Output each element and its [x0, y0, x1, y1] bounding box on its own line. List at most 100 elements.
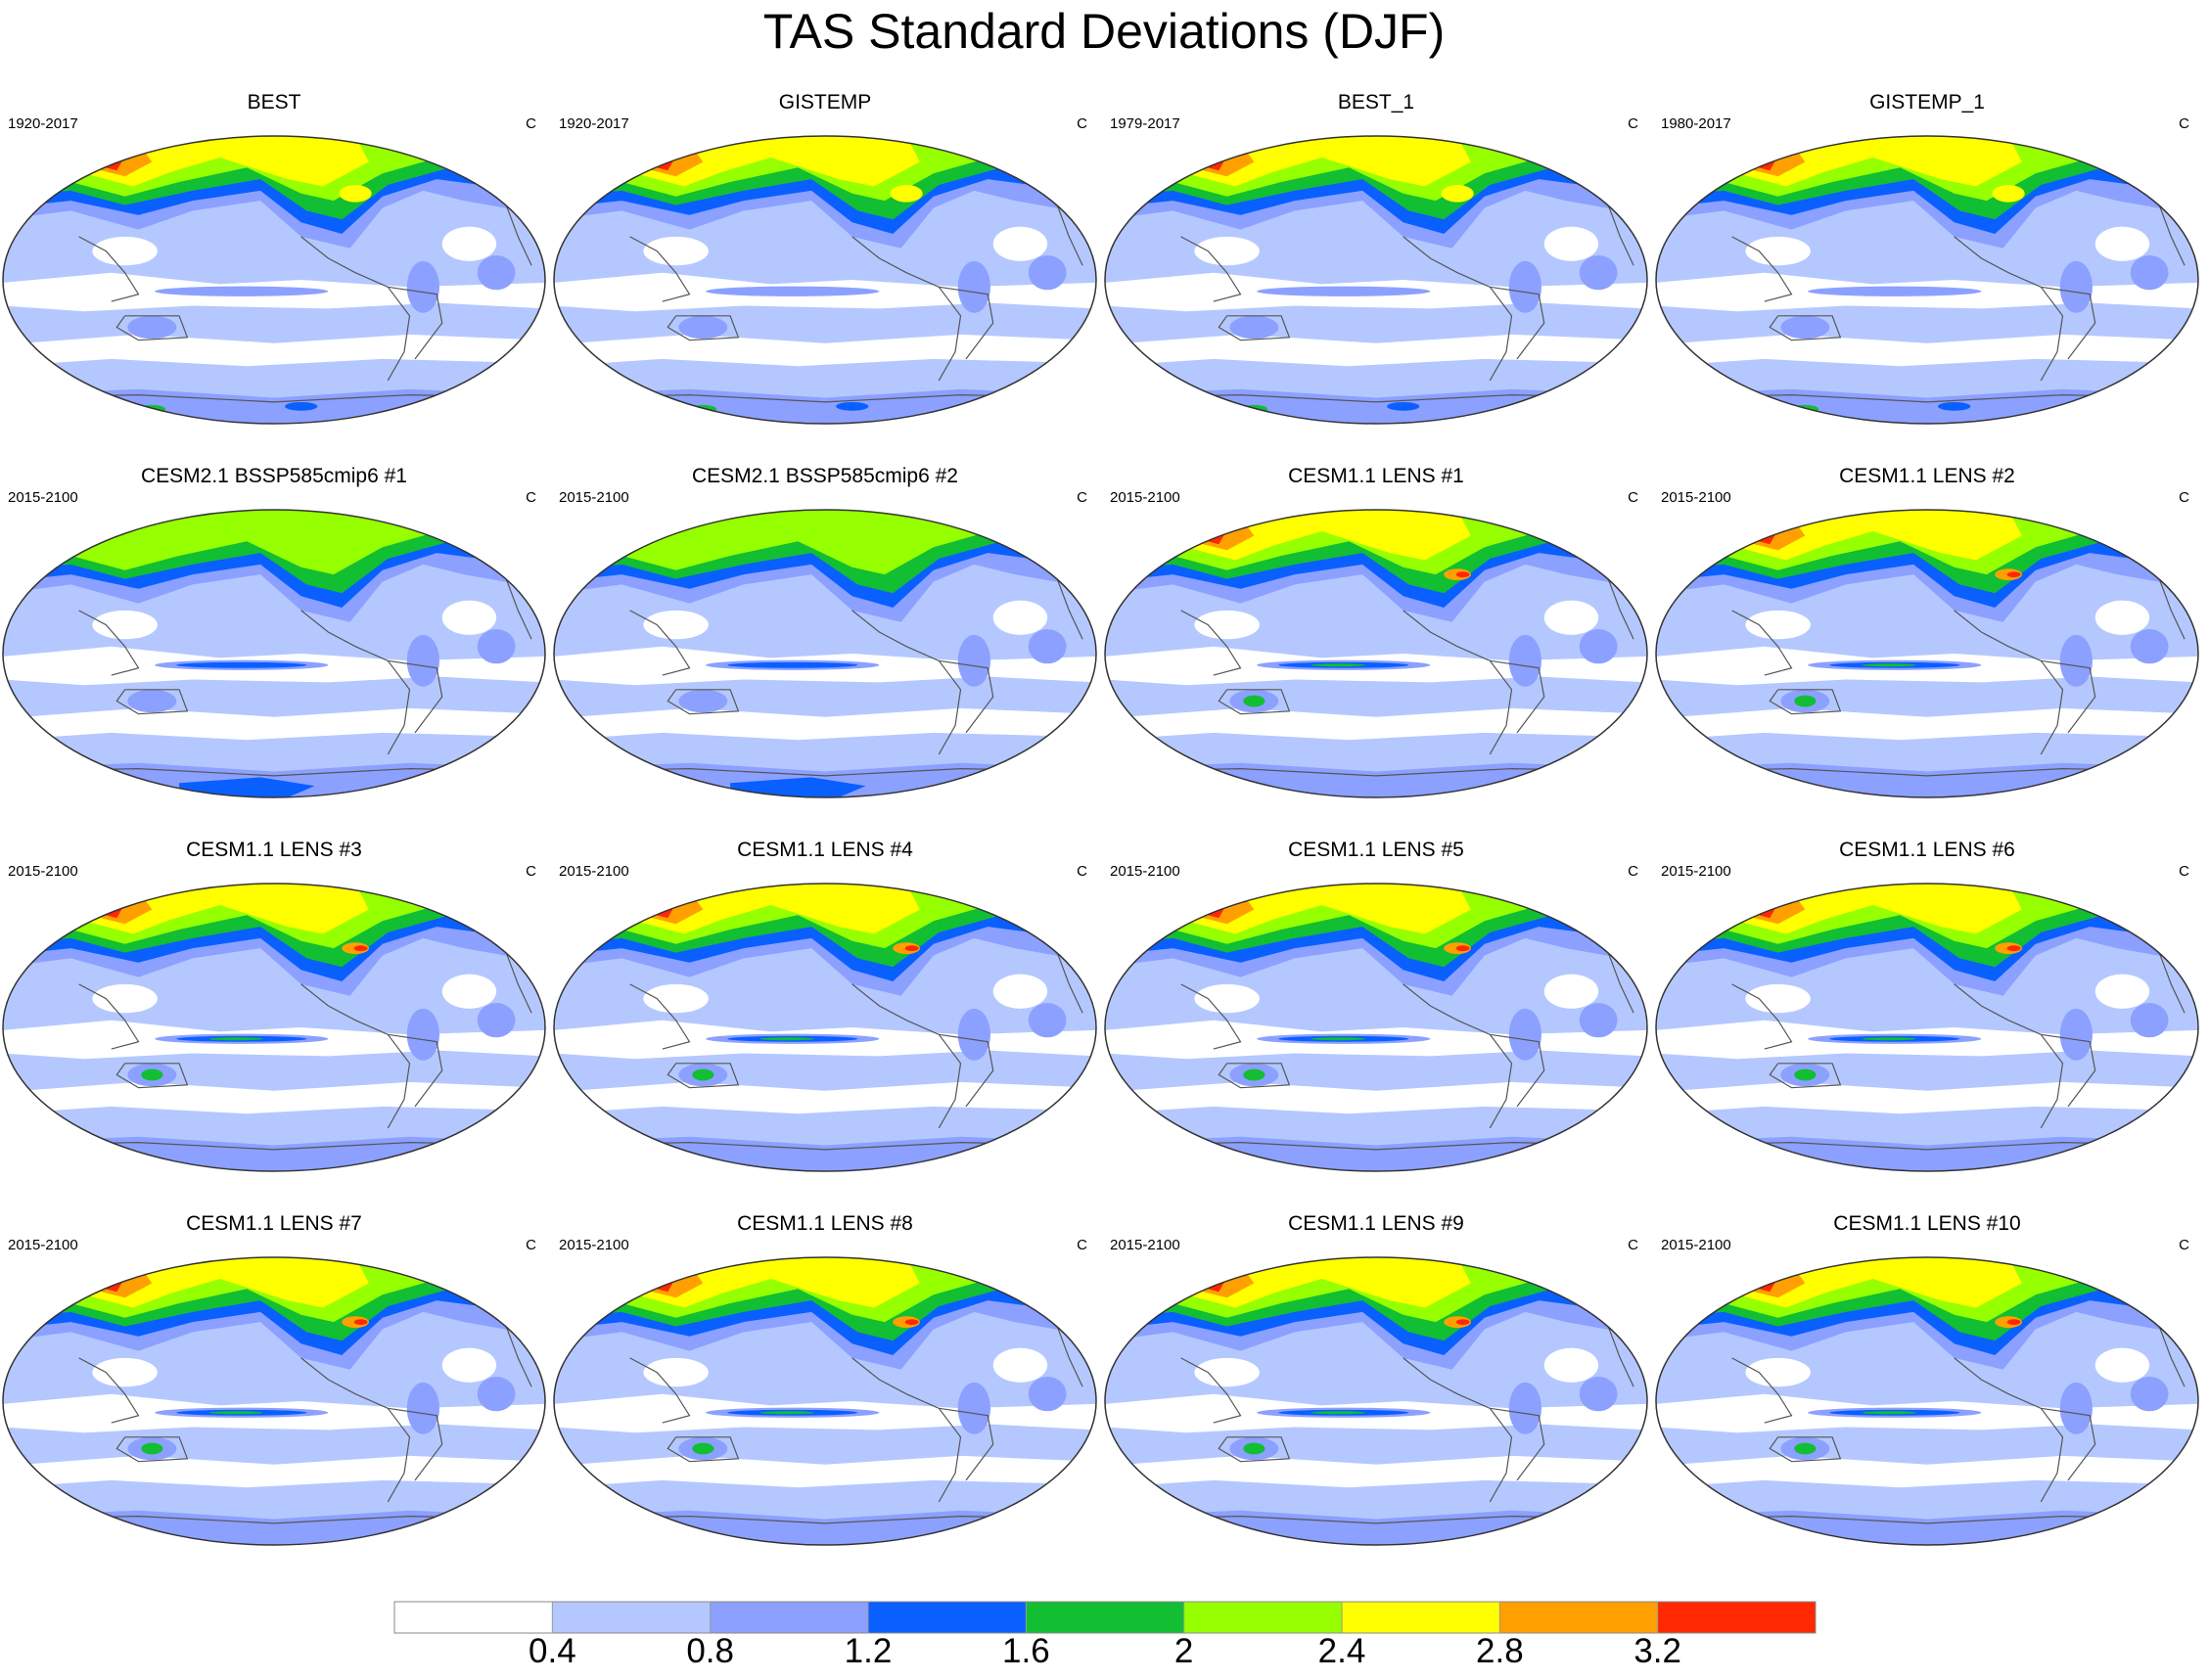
- australia-coastline: [1218, 689, 1291, 715]
- panel-period: 2015-2100: [8, 489, 78, 506]
- south-america-coastline: [1490, 1033, 1545, 1108]
- europe-africa-coastline: [2156, 947, 2185, 1014]
- south-america-coastline: [939, 1033, 994, 1108]
- land-variance-patch: [1028, 629, 1067, 664]
- northern-high-variance-level-8: [608, 1268, 676, 1295]
- asia-coastline: [1180, 983, 1242, 1050]
- asia-coastline: [1731, 983, 1793, 1050]
- north-america-high-variance: [339, 184, 372, 203]
- south-america-coastline: [1490, 286, 1545, 360]
- panel-units: C: [526, 1237, 536, 1253]
- land-variance-patch: [1508, 634, 1541, 687]
- panel-title: GISTEMP: [778, 91, 872, 114]
- panel-period: 2015-2100: [559, 863, 629, 880]
- australia-variance: [678, 689, 728, 713]
- europe-africa-coastline: [1054, 573, 1083, 640]
- north-america-peak: [2006, 571, 2021, 578]
- low-variance-patch: [1543, 600, 1599, 635]
- low-variance-patch: [1745, 610, 1811, 640]
- northern-high-variance-level-8: [1710, 521, 1778, 548]
- panel-units: C: [1077, 863, 1087, 880]
- map-border: [1104, 509, 1648, 798]
- land-variance-patch: [2130, 255, 2169, 291]
- north-america-peak: [904, 945, 919, 952]
- panel-period: 2015-2100: [559, 1237, 629, 1253]
- low-variance-belt-south: [1105, 1081, 1647, 1114]
- land-variance-patch: [1508, 1008, 1541, 1061]
- colorbar-tick-label: 3.2: [1633, 1632, 1681, 1670]
- map-border: [553, 509, 1097, 798]
- asia-coastline: [1731, 236, 1793, 302]
- south-america-coastline: [388, 286, 443, 360]
- europe-africa-coastline: [503, 200, 532, 266]
- world-map: [553, 883, 1097, 1172]
- europe-africa-coastline: [1605, 200, 1634, 266]
- world-map: [553, 1256, 1097, 1546]
- low-variance-patch: [2094, 1347, 2150, 1383]
- low-variance-patch: [92, 983, 158, 1014]
- panel-units: C: [1628, 489, 1638, 506]
- australia-coastline: [1769, 1436, 1842, 1463]
- panel-title: GISTEMP_1: [1869, 91, 1985, 114]
- land-variance-patch: [406, 1008, 439, 1061]
- land-variance-patch: [406, 260, 439, 313]
- northern-high-variance-level-8: [608, 894, 676, 922]
- panel-title: CESM1.1 LENS #10: [1833, 1212, 2021, 1235]
- australia-variance-core: [141, 1068, 163, 1081]
- low-variance-belt-south: [554, 707, 1096, 741]
- asia-coastline: [78, 983, 140, 1050]
- australia-variance: [1780, 315, 1830, 340]
- panel-units: C: [2179, 863, 2189, 880]
- land-variance-patch: [406, 1382, 439, 1434]
- north-america-high-variance: [890, 184, 923, 203]
- map-panel: CESM2.1 BSSP585cmip6 #1 2015-2100 C: [0, 464, 548, 806]
- panel-units: C: [1077, 115, 1087, 132]
- low-variance-patch: [2094, 226, 2150, 261]
- map-panel: GISTEMP_1 1980-2017 C: [1653, 90, 2201, 432]
- panel-period: 2015-2100: [1661, 1237, 1731, 1253]
- map-border: [2, 509, 546, 798]
- world-map: [2, 135, 546, 425]
- europe-africa-coastline: [503, 573, 532, 640]
- map-panel: GISTEMP 1920-2017 C: [551, 90, 1099, 432]
- low-variance-patch: [1194, 1357, 1260, 1387]
- low-variance-patch: [992, 226, 1048, 261]
- panel-title: CESM2.1 BSSP585cmip6 #2: [692, 465, 958, 487]
- land-variance-patch: [1579, 629, 1618, 664]
- asia-coastline: [78, 236, 140, 302]
- low-variance-patch: [92, 1357, 158, 1387]
- world-map: [2, 509, 546, 798]
- map-border: [2, 883, 546, 1172]
- panel-title: CESM1.1 LENS #4: [737, 839, 913, 861]
- map-panel: CESM1.1 LENS #9 2015-2100 C: [1102, 1211, 1650, 1554]
- northern-high-variance-level-8: [1159, 1268, 1227, 1295]
- map-panel: CESM1.1 LENS #4 2015-2100 C: [551, 838, 1099, 1180]
- panel-title: CESM1.1 LENS #3: [186, 839, 362, 861]
- south-america-coastline: [2041, 1407, 2096, 1481]
- panel-units: C: [2179, 1237, 2189, 1253]
- low-variance-patch: [1543, 226, 1599, 261]
- map-panel: CESM1.1 LENS #6 2015-2100 C: [1653, 838, 2201, 1180]
- world-map: [553, 509, 1097, 798]
- world-map: [1104, 883, 1648, 1172]
- asia-coastline: [78, 1357, 140, 1424]
- world-map: [1655, 1256, 2199, 1546]
- south-america-coastline: [939, 659, 994, 734]
- europe-africa-coastline: [1054, 1321, 1083, 1387]
- low-variance-patch: [441, 600, 497, 635]
- world-map: [2, 1256, 546, 1546]
- land-variance-patch: [1508, 1382, 1541, 1434]
- panel-units: C: [1628, 863, 1638, 880]
- northern-high-variance-level-8: [57, 147, 125, 174]
- northern-high-variance-level-8: [1710, 1268, 1778, 1295]
- northern-high-variance-level-8: [1159, 147, 1227, 174]
- panel-units: C: [526, 489, 536, 506]
- australia-variance-core: [1794, 1442, 1817, 1455]
- land-variance-patch: [477, 1377, 516, 1412]
- australia-coastline: [115, 315, 189, 341]
- panel-period: 2015-2100: [1110, 1237, 1180, 1253]
- map-panel: BEST_1 1979-2017 C: [1102, 90, 1650, 432]
- low-variance-belt-south: [554, 334, 1096, 367]
- map-panel: CESM1.1 LENS #10 2015-2100 C: [1653, 1211, 2201, 1554]
- map-panel: CESM1.1 LENS #7 2015-2100 C: [0, 1211, 548, 1554]
